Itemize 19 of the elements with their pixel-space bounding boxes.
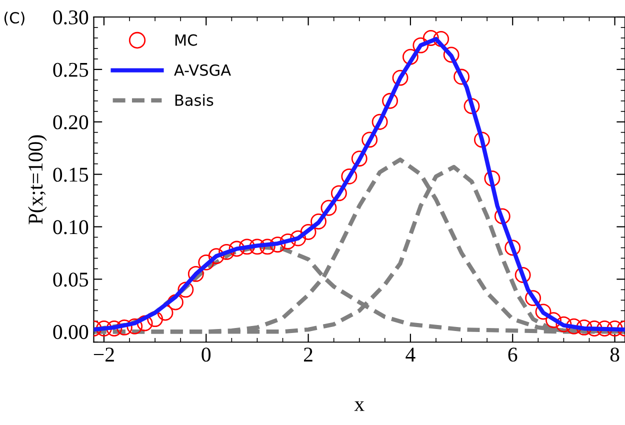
x-axis-title: x — [354, 401, 364, 411]
x-tick-label: 0 — [202, 348, 211, 362]
legend-label: Basis — [175, 94, 214, 106]
x-tick-label: 6 — [508, 348, 518, 362]
x-tick-label: 4 — [406, 348, 416, 362]
x-tick-label: 2 — [304, 348, 312, 362]
y-tick-label: 0.15 — [53, 168, 88, 182]
y-tick-label: 0.10 — [53, 220, 88, 234]
text: (C) — [4, 12, 24, 26]
y-axis-title: P(x;t=100) — [28, 135, 47, 224]
x-tick-label: 8 — [610, 348, 620, 362]
y-tick-label: 0.20 — [53, 115, 88, 130]
x-tick-label: −2 — [94, 348, 114, 362]
y-tick-label: 0.05 — [53, 272, 88, 287]
y-tick-label: 0.25 — [53, 62, 88, 77]
y-tick-label: 0.00 — [53, 325, 88, 340]
legend-label: A-VSGA — [174, 64, 231, 76]
y-tick-label: 0.30 — [53, 10, 88, 25]
legend-label: MC — [175, 34, 197, 46]
